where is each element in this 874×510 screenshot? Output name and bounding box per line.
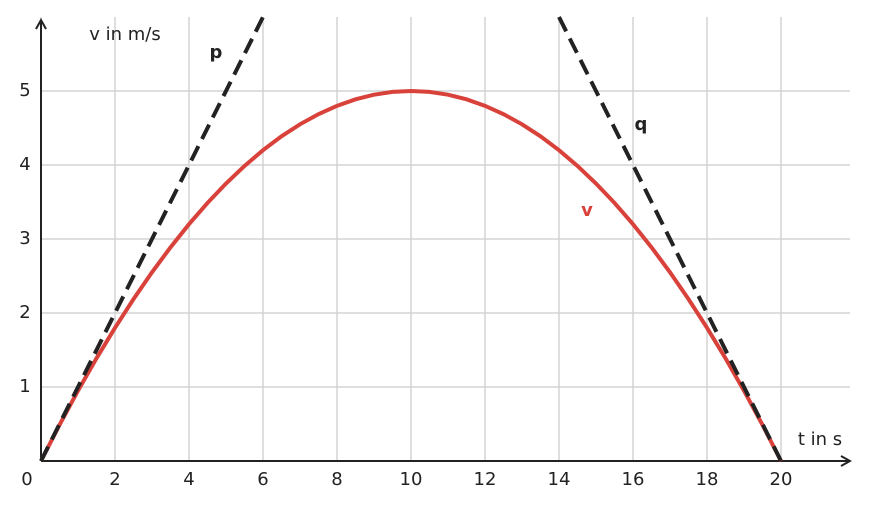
x-tick-label: 10	[400, 469, 423, 490]
series-label: p	[210, 42, 223, 63]
x-tick-label: 0	[21, 469, 32, 490]
y-tick-label: 2	[19, 302, 30, 323]
series-label: v	[581, 200, 593, 221]
x-tick-label: 12	[474, 469, 497, 490]
grid	[40, 17, 850, 461]
x-tick-label: 6	[257, 469, 268, 490]
y-tick-label: 3	[19, 228, 30, 249]
y-tick-label: 5	[19, 80, 30, 101]
x-tick-label: 20	[770, 469, 793, 490]
x-tick-label: 8	[331, 469, 342, 490]
y-tick-label: 4	[19, 154, 30, 175]
x-tick-label: 18	[696, 469, 719, 490]
series-line	[39, 88, 783, 462]
series-line	[39, 16, 265, 462]
x-tick-label: 2	[109, 469, 120, 490]
x-tick-label: 4	[183, 469, 194, 490]
y-tick-label: 1	[19, 376, 30, 397]
series-line	[557, 16, 783, 462]
y-axis-label: v in m/s	[89, 24, 160, 45]
series-label: q	[635, 114, 648, 135]
x-tick-label: 16	[622, 469, 645, 490]
x-tick-label: 14	[548, 469, 571, 490]
x-axis-label: t in s	[798, 429, 842, 450]
